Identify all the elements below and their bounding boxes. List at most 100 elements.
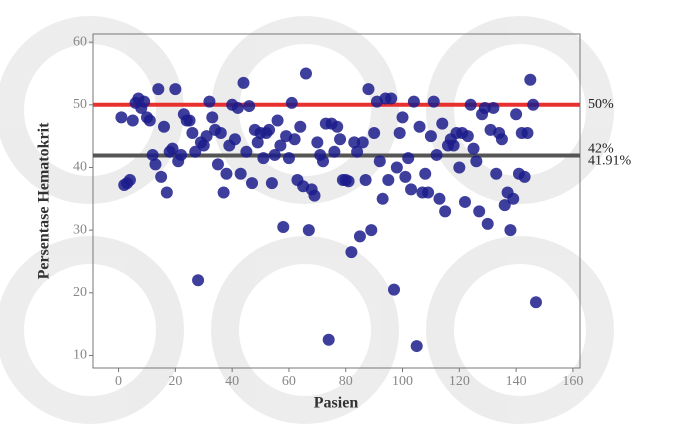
point [391,161,403,173]
point [473,205,485,217]
point [311,136,323,148]
point [300,67,312,79]
point [294,121,306,133]
point [377,193,389,205]
point [138,96,150,108]
point [408,96,420,108]
point [504,224,516,236]
point [425,130,437,142]
point [530,296,542,308]
reference-label: 41.91% [588,154,632,169]
point [490,168,502,180]
point [399,171,411,183]
point [220,168,232,180]
x-tick-label: 0 [115,374,122,389]
watermark [10,30,600,410]
point [266,177,278,189]
watermark-gear [10,250,170,410]
point [317,155,329,167]
point [186,127,198,139]
point [334,133,346,145]
point [433,193,445,205]
point [521,127,533,139]
x-axis-label: Pasien [314,395,359,412]
point [283,152,295,164]
y-tick-label: 30 [73,222,87,237]
point [289,133,301,145]
point [277,221,289,233]
point [115,111,127,123]
y-tick-label: 20 [73,285,87,300]
point [402,152,414,164]
point [303,224,315,236]
point [308,190,320,202]
point [161,187,173,199]
point [465,99,477,111]
reference-label: 50% [588,97,614,112]
x-tick-label: 60 [282,374,296,389]
y-tick-label: 60 [73,34,87,49]
point [411,340,423,352]
point [215,127,227,139]
point [175,149,187,161]
point [152,83,164,95]
x-tick-label: 160 [562,374,583,389]
point [510,108,522,120]
point [419,168,431,180]
point [482,218,494,230]
point [357,136,369,148]
point [331,121,343,133]
point [385,93,397,105]
point [431,149,443,161]
x-tick-label: 20 [168,374,182,389]
point [155,171,167,183]
point [439,205,451,217]
point [345,246,357,258]
point [169,83,181,95]
point [184,114,196,126]
x-tick-label: 40 [225,374,239,389]
point [524,74,536,86]
point [257,152,269,164]
point [448,140,460,152]
point [436,118,448,130]
point [354,230,366,242]
point [394,127,406,139]
point [365,224,377,236]
x-tick-label: 100 [392,374,413,389]
point [527,99,539,111]
point [127,114,139,126]
point [519,171,531,183]
point [397,111,409,123]
point [144,114,156,126]
point [382,174,394,186]
point [238,77,250,89]
x-tick-label: 140 [506,374,527,389]
point [422,187,434,199]
point [328,146,340,158]
point [218,187,230,199]
point [496,133,508,145]
point [360,174,372,186]
point [192,274,204,286]
y-tick-label: 50 [73,97,87,112]
point [487,102,499,114]
point [468,143,480,155]
point [414,121,426,133]
point [462,130,474,142]
point [368,127,380,139]
point [232,102,244,114]
point [149,158,161,170]
chart: Pasien Persentase Hematokrit 10203040506… [0,0,675,429]
point [158,121,170,133]
point [263,124,275,136]
point [124,174,136,186]
point [470,155,482,167]
point [212,158,224,170]
watermark-gear [225,250,385,410]
point [235,168,247,180]
point [405,183,417,195]
point [362,83,374,95]
point [240,146,252,158]
point [323,334,335,346]
